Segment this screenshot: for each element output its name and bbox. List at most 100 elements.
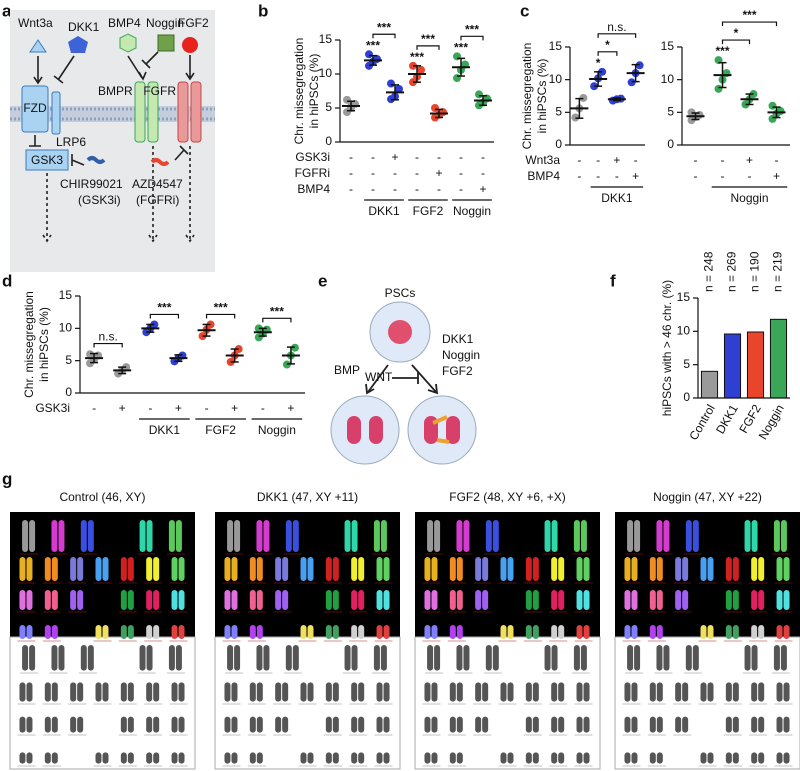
- chromosome: [456, 645, 463, 671]
- condition-mark: +: [746, 153, 753, 167]
- y-tick-label: 5: [65, 353, 72, 367]
- cell: [330, 395, 400, 465]
- chromosome: [51, 625, 58, 639]
- chromosome: [700, 752, 707, 764]
- gband-image: [614, 636, 800, 770]
- condition-mark: +: [231, 401, 238, 415]
- nucleus: [388, 320, 412, 344]
- chromosome: [102, 557, 109, 581]
- chromosome: [178, 590, 185, 610]
- chromosome: [656, 682, 663, 702]
- chromosome: [532, 590, 539, 610]
- chromosome: [332, 716, 339, 733]
- chromosome: [275, 682, 282, 702]
- arrow: [148, 146, 158, 243]
- label: PSCs: [385, 286, 416, 300]
- chromosome: [249, 625, 256, 639]
- significance-bracket: [597, 51, 618, 56]
- dkk1-icon: [68, 36, 88, 53]
- chromosome: [26, 625, 33, 639]
- gsk3-box: [25, 149, 69, 171]
- chromosome: [51, 520, 58, 552]
- chromosome: [424, 557, 431, 581]
- chromosome: [95, 682, 102, 702]
- chromosome: [19, 752, 26, 764]
- azd-molecule: [150, 158, 170, 166]
- y-axis-label: Chr. missegregation: [22, 291, 36, 398]
- chromosome: [576, 716, 583, 733]
- group-label: Noggin: [730, 191, 768, 205]
- chromosome: [376, 752, 383, 764]
- chromosome: [751, 590, 758, 610]
- chromosome: [732, 557, 739, 581]
- chromosome: [285, 520, 292, 552]
- condition-mark: -: [577, 169, 581, 183]
- chromosome: [358, 590, 365, 610]
- chromosome: [725, 557, 732, 581]
- condition-label: BMP4: [527, 169, 560, 183]
- chromosome: [758, 590, 765, 610]
- y-tick-label: 15: [677, 290, 691, 304]
- chromosome: [776, 682, 783, 702]
- chromosome: [307, 557, 314, 581]
- inhibition: [53, 55, 75, 84]
- chromosome: [224, 682, 231, 702]
- chromosome: [153, 625, 160, 639]
- significance-bracket: [149, 313, 180, 319]
- chromosome: [102, 625, 109, 639]
- data-point: [768, 101, 777, 110]
- chromosome: [482, 590, 489, 610]
- panel-label: d: [2, 271, 12, 290]
- condition-mark: -: [748, 169, 752, 183]
- chromosome: [153, 682, 160, 702]
- y-tick-label: 5: [683, 357, 690, 371]
- fgf2-icon: [182, 37, 198, 53]
- chromosome: [263, 645, 270, 671]
- chromosome: [300, 557, 307, 581]
- chromosome: [178, 716, 185, 733]
- chromosome: [558, 625, 565, 639]
- group-label: DKK1: [601, 191, 633, 205]
- chromosome: [744, 645, 751, 671]
- chromosome: [120, 625, 127, 639]
- chromosome: [573, 645, 580, 671]
- chromosome: [102, 682, 109, 702]
- fgfr-receptor: [190, 81, 202, 143]
- chromosome: [558, 590, 565, 610]
- chromosome: [663, 645, 670, 671]
- chromosome: [475, 590, 482, 610]
- inhibition: [174, 145, 189, 161]
- chromosome: [282, 716, 289, 733]
- chromosome: [249, 590, 256, 610]
- chromosome: [631, 557, 638, 581]
- chromosome: [139, 520, 146, 552]
- chromosome: [656, 625, 663, 639]
- chromosome: [227, 645, 234, 671]
- chromosome: [675, 682, 682, 702]
- bmp4-icon: [119, 33, 137, 53]
- chromosome: [456, 752, 463, 764]
- chromosome: [282, 682, 289, 702]
- bar-annotation: n = 269: [725, 251, 739, 292]
- chromosome: [120, 590, 127, 610]
- condition-mark: -: [459, 166, 463, 180]
- chromosome: [120, 682, 127, 702]
- chromosome: [431, 752, 438, 764]
- chromosome: [576, 590, 583, 610]
- chromosome: [751, 625, 758, 639]
- chromosome: [434, 645, 441, 671]
- chromosome: [383, 590, 390, 610]
- data-point: [431, 104, 439, 112]
- noggin-icon: [157, 34, 175, 52]
- chromosome: [663, 520, 670, 552]
- chromosome: [500, 752, 507, 764]
- significance-bracket: [721, 39, 751, 45]
- chromosome: [732, 590, 739, 610]
- chromosome: [282, 590, 289, 610]
- chromosome: [551, 645, 558, 671]
- label: BMPR: [98, 84, 133, 98]
- chromosome: [256, 682, 263, 702]
- data-point: [695, 110, 704, 119]
- y-tick-label: 15: [59, 288, 73, 302]
- chromosome: [171, 752, 178, 764]
